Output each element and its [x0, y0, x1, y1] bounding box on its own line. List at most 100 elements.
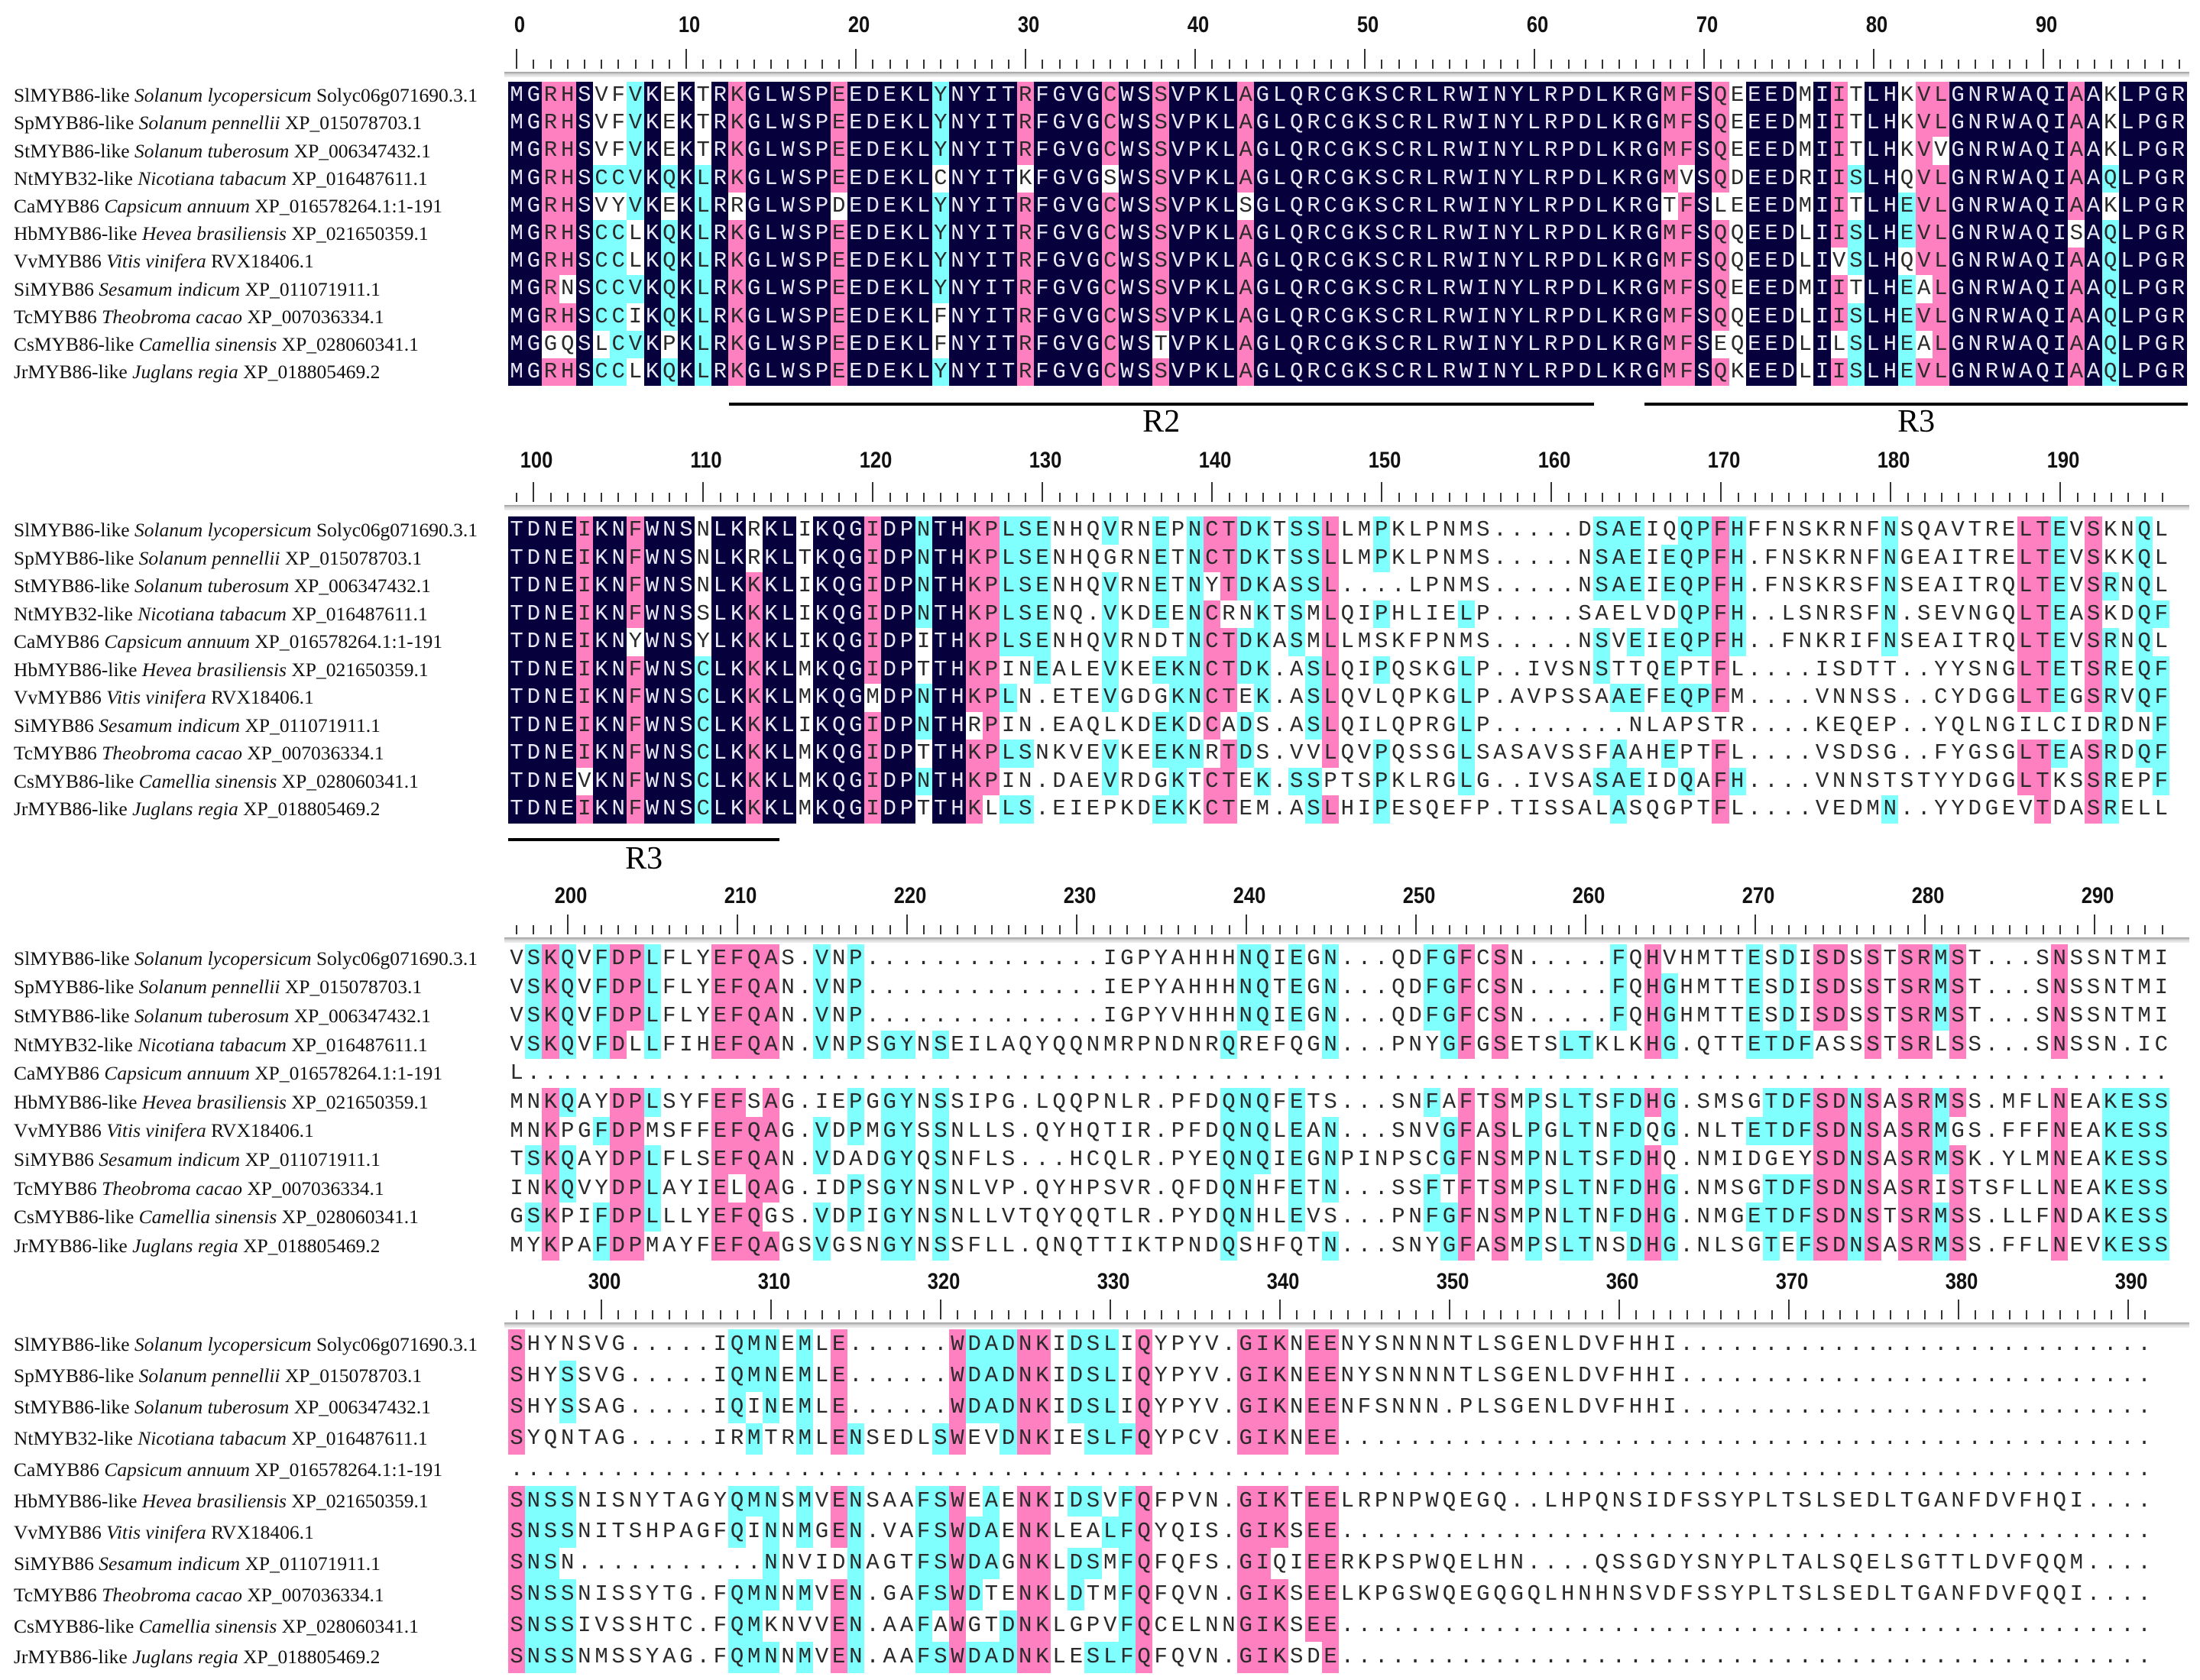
residue: .: [2019, 974, 2033, 1000]
residue: I: [2051, 164, 2069, 193]
gene-name: CaMYB86: [14, 1062, 99, 1085]
residue: P: [983, 544, 1000, 572]
residue: S: [1813, 1145, 1831, 1174]
residue: .: [1730, 1425, 1745, 1451]
residue: E: [830, 1642, 847, 1673]
residue: Q: [830, 655, 847, 684]
residue: S: [932, 1579, 949, 1611]
residue: P: [813, 303, 831, 331]
ruler-tick: [1652, 493, 1654, 502]
residue: L: [1932, 109, 1949, 138]
ruler-tick: [1042, 925, 1044, 934]
residue: I: [575, 711, 593, 740]
ruler-tick: [1110, 493, 1112, 502]
sequence-label: CaMYB86 Capsicum annuum XP_016578264.1:1…: [14, 1062, 442, 1085]
sequence-label: SpMYB86-like Solanum pennellii XP_015078…: [14, 547, 422, 570]
residue: W: [779, 220, 797, 248]
residue: .: [1815, 1456, 1829, 1482]
residue: K: [1357, 1550, 1372, 1576]
residue: .: [2086, 1644, 2101, 1669]
ruler-tick: [1805, 493, 1807, 502]
residue: P: [1171, 1118, 1185, 1144]
residue: .: [1934, 1362, 1948, 1388]
residue: .: [1985, 1519, 1999, 1545]
residue: M: [1459, 545, 1473, 571]
residue: D: [525, 572, 543, 600]
residue: M: [508, 164, 526, 193]
residue: .: [866, 1581, 880, 1607]
residue: L: [1271, 137, 1288, 165]
residue: R: [1137, 1118, 1151, 1144]
residue: .: [1001, 974, 1016, 1000]
residue: D: [525, 740, 543, 768]
residue: I: [1290, 1550, 1304, 1576]
residue: K: [1169, 795, 1187, 824]
residue: Q: [1086, 629, 1100, 654]
residue: .: [1493, 712, 1507, 738]
residue: K: [1120, 656, 1134, 682]
residue: V: [1187, 1487, 1202, 1513]
residue: S: [575, 220, 593, 248]
ruler-number: 130: [1029, 448, 1062, 473]
residue: K: [1254, 628, 1272, 656]
residue: S: [1865, 973, 1882, 1002]
residue: L: [1559, 1173, 1576, 1203]
residue: I: [983, 275, 1000, 303]
residue: S: [747, 1089, 761, 1115]
residue: N: [610, 572, 627, 600]
residue: G: [1339, 137, 1356, 165]
residue: .: [1680, 1456, 1693, 1482]
residue: F: [1457, 1030, 1475, 1060]
residue: N: [1322, 944, 1340, 973]
residue: .: [815, 1456, 829, 1482]
residue: I: [1813, 192, 1831, 220]
residue: K: [2104, 110, 2117, 136]
residue: A: [762, 1173, 779, 1203]
residue: P: [1559, 248, 1576, 276]
residue: N: [2051, 1145, 2069, 1174]
residue: D: [2069, 1204, 2084, 1230]
residue: F: [1187, 1118, 1202, 1144]
residue: .: [934, 1060, 948, 1086]
residue: K: [764, 1613, 778, 1639]
residue: .: [1527, 1456, 1541, 1482]
residue: V: [1068, 248, 1085, 276]
residue: L: [779, 600, 797, 628]
residue: A: [762, 1002, 779, 1031]
residue: K: [1730, 359, 1745, 384]
residue: R: [2169, 192, 2187, 220]
ruler-tick: [1449, 60, 1451, 69]
ruler-tick: [1279, 925, 1281, 934]
residue: S: [663, 1089, 676, 1115]
residue: I: [1813, 248, 1831, 276]
residue: F: [1424, 944, 1441, 973]
residue: R: [1137, 1175, 1151, 1201]
residue: I: [1527, 796, 1541, 821]
ruler-tick: [1516, 925, 1518, 934]
residue: I: [1120, 1332, 1134, 1357]
residue: .: [2104, 1060, 2117, 1086]
residue: S: [677, 655, 695, 684]
ruler-tick: [906, 1310, 908, 1319]
ruler-tick: [1449, 1300, 1451, 1319]
residue: .: [2086, 1456, 2101, 1482]
residue: E: [1898, 303, 1916, 331]
residue: K: [1610, 358, 1628, 387]
residue: Q: [728, 1360, 746, 1392]
residue: H: [1069, 545, 1083, 571]
ruler-tick: [719, 1310, 721, 1319]
residue: R: [1983, 358, 2001, 387]
ruler-tick: [1160, 925, 1162, 934]
residue: .: [2001, 1031, 2016, 1057]
residue: I: [595, 1487, 608, 1513]
residue: N: [542, 572, 559, 600]
residue: .: [1900, 1425, 1914, 1451]
ruler-tick: [1245, 493, 1247, 502]
residue: D: [831, 193, 846, 218]
residue: S: [1798, 600, 1813, 626]
residue: F: [1612, 1362, 1625, 1388]
ruler-number: 200: [554, 883, 587, 908]
residue: P: [1525, 1173, 1543, 1203]
residue: G: [1120, 685, 1134, 710]
